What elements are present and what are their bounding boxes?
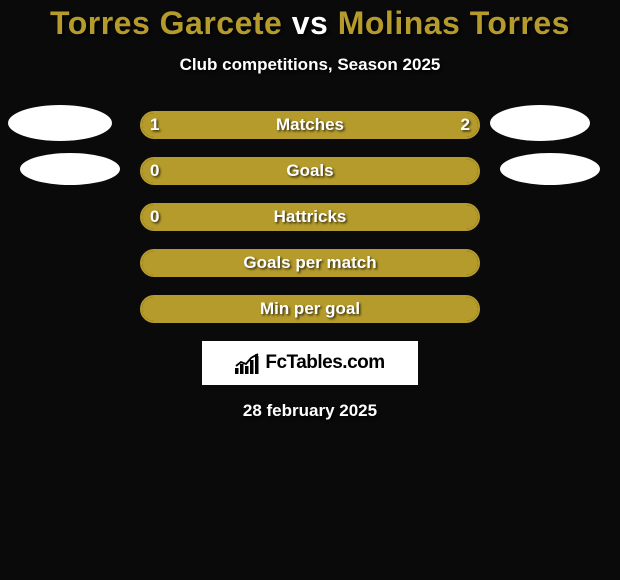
stat-row: Min per goal <box>0 295 620 323</box>
stat-row: Hattricks0 <box>0 203 620 231</box>
stat-bar-fill-right <box>142 205 478 229</box>
stats-container: Matches12Goals0Hattricks0Goals per match… <box>0 111 620 323</box>
stat-bar-fill-right <box>254 113 478 137</box>
stat-bar-track: Goals per match <box>140 249 480 277</box>
date-text: 28 february 2025 <box>0 401 620 421</box>
avatar-ellipse-left <box>8 105 112 141</box>
stat-bar-track: Goals <box>140 157 480 185</box>
stat-value-left: 1 <box>150 111 159 139</box>
avatar-ellipse-right <box>490 105 590 141</box>
stat-row: Goals0 <box>0 157 620 185</box>
stat-value-left: 0 <box>150 203 159 231</box>
stat-bar-track: Hattricks <box>140 203 480 231</box>
stat-bar-track: Matches <box>140 111 480 139</box>
avatar-ellipse-left <box>20 153 120 185</box>
avatar-ellipse-right <box>500 153 600 185</box>
comparison-infographic: Torres Garcete vs Molinas Torres Club co… <box>0 0 620 580</box>
logo-chart-icon <box>235 352 261 374</box>
stat-row: Matches1 2 <box>0 111 620 139</box>
stat-bar-track: Min per goal <box>140 295 480 323</box>
logo-box: FcTables.com <box>202 341 418 385</box>
stat-bar-fill-right <box>142 297 478 321</box>
stat-bar-fill-right <box>142 251 478 275</box>
stat-value-left: 0 <box>150 157 159 185</box>
stat-row: Goals per match <box>0 249 620 277</box>
page-title: Torres Garcete vs Molinas Torres <box>0 6 620 41</box>
title-player2: Molinas Torres <box>338 5 570 41</box>
title-player1: Torres Garcete <box>50 5 282 41</box>
title-vs: vs <box>292 5 329 41</box>
subtitle: Club competitions, Season 2025 <box>0 55 620 75</box>
stat-value-right: 2 <box>461 111 470 139</box>
logo-text: FcTables.com <box>265 352 384 374</box>
stat-bar-fill-right <box>142 159 478 183</box>
